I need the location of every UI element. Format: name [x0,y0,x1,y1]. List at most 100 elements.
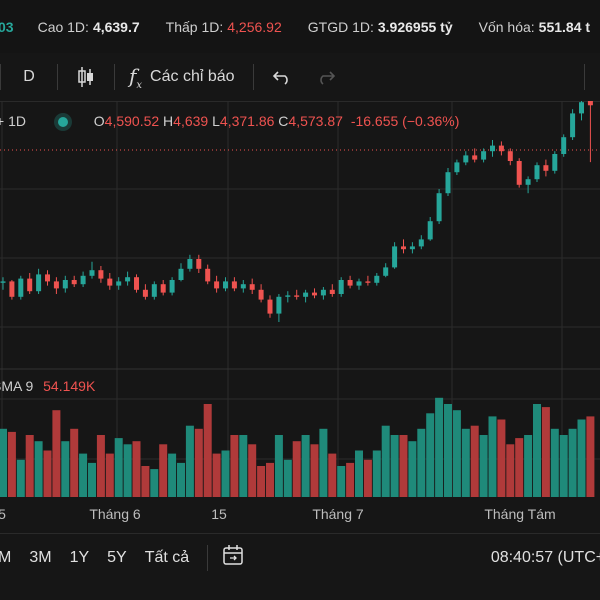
volume-bar [212,453,221,497]
range-1y[interactable]: 1Y [69,548,90,566]
range-m[interactable]: M [0,548,12,566]
fx-icon: fx [129,63,143,91]
volume-bar [577,419,586,497]
volume-bar [79,453,88,497]
x-tick-label: 5 [0,506,6,522]
interval-button[interactable]: D [23,68,35,85]
volume-bar [43,450,52,497]
candle-body [134,277,139,290]
candle-body [9,281,15,297]
mcap-stat: Vốn hóa: 551.84 t [479,19,590,35]
candlestick-icon[interactable] [58,66,114,88]
candle-body [142,289,148,297]
low-label-legend: L [212,113,220,129]
candle-body [472,155,478,160]
x-axis: 5 Tháng 6 15 Tháng 7 Tháng Tám [0,506,556,522]
candle-body [454,162,460,173]
volume-bar [248,444,257,497]
candle-body [89,270,95,276]
undo-icon[interactable] [258,69,306,85]
range-3m[interactable]: 3M [29,548,52,566]
indicators-label: Các chỉ báo [150,68,235,85]
volume-bar [7,431,16,497]
candle-body [0,281,6,283]
candle-body [338,280,344,294]
candle-body [214,281,220,289]
open-label: O [93,113,105,129]
candle-body [401,246,406,250]
candle-body [579,102,584,114]
candle-body [267,299,273,314]
volume-bar [0,428,7,497]
volume-bar [283,459,292,497]
toolbar-divider [114,64,115,90]
candle-body [125,277,131,282]
candle-body [481,151,487,160]
volume-bar [497,419,506,497]
volume-bar [550,428,559,497]
volume-bar [159,444,168,497]
candle-body [392,246,398,268]
volume-label: GTGD 1D: [307,18,374,35]
candle-body [543,165,549,171]
volume-bar [239,435,248,497]
volume-stat: GTGD 1D: 3.926955 tỷ [308,19,453,35]
candle-body [374,275,380,283]
candle-body [53,281,59,289]
toolbar-divider [584,64,585,90]
candle-body [45,274,50,282]
toolbar-divider [0,64,1,90]
candle-body [490,145,495,152]
candle-body [463,155,469,163]
volume-bar [559,435,568,497]
price-chart[interactable]: 5 Tháng 6 15 Tháng 7 Tháng Tám [0,101,600,533]
volume-bar [355,450,363,497]
status-dot-icon [57,117,68,127]
low-label: Thấp 1D: [165,18,224,35]
high-value-legend: 4,639 [173,113,209,129]
volume-bar [310,444,319,497]
calendar-icon[interactable] [222,544,244,571]
high-stat: Cao 1D: 4,639.7 [38,19,140,35]
volume-bar [61,441,70,497]
candle-body [178,268,184,280]
candle-body [187,259,193,269]
volume-bar [52,410,61,497]
volume-bar [524,435,533,497]
volume-bar [568,428,577,497]
candle-body [418,239,424,247]
indicators-button[interactable]: fx Các chỉ báo [129,64,235,91]
candle-body [498,145,504,152]
toolbar-divider [252,64,254,90]
x-tick-label: Tháng 7 [312,506,364,522]
candle-body [329,289,335,294]
volume-bar [586,416,595,497]
open-value: 4,590.52 [104,113,160,129]
close-label: C [278,113,289,129]
redo-icon[interactable] [306,69,346,85]
clock-readout: 08:40:57 (UTC+7 [490,548,600,566]
volume-bar [132,441,141,497]
volume-bar [292,441,301,497]
volume-bar [123,444,132,497]
volume-value: 3.926955 tỷ [377,18,453,35]
volume-bar [399,435,408,497]
range-5y[interactable]: 5Y [107,548,127,566]
range-all[interactable]: Tất cả [144,548,190,566]
candle-body [507,151,513,161]
mcap-value: 551.84 t [538,18,591,35]
change-value: -16.655 (−0.36%) [350,113,460,129]
high-label-legend: H [163,113,174,129]
volume-bar [34,441,43,497]
legend-interval: 1D [8,113,26,129]
high-label: Cao 1D: [37,18,89,35]
candle-body [552,154,558,171]
volume-bar [363,459,372,497]
low-value: 4,256.92 [227,18,282,35]
candle-body [587,101,593,106]
candle-body [356,281,362,286]
volume-bar [105,453,114,497]
volume-bar [533,404,541,497]
chart-grid [0,101,600,497]
candle-body [294,295,300,297]
